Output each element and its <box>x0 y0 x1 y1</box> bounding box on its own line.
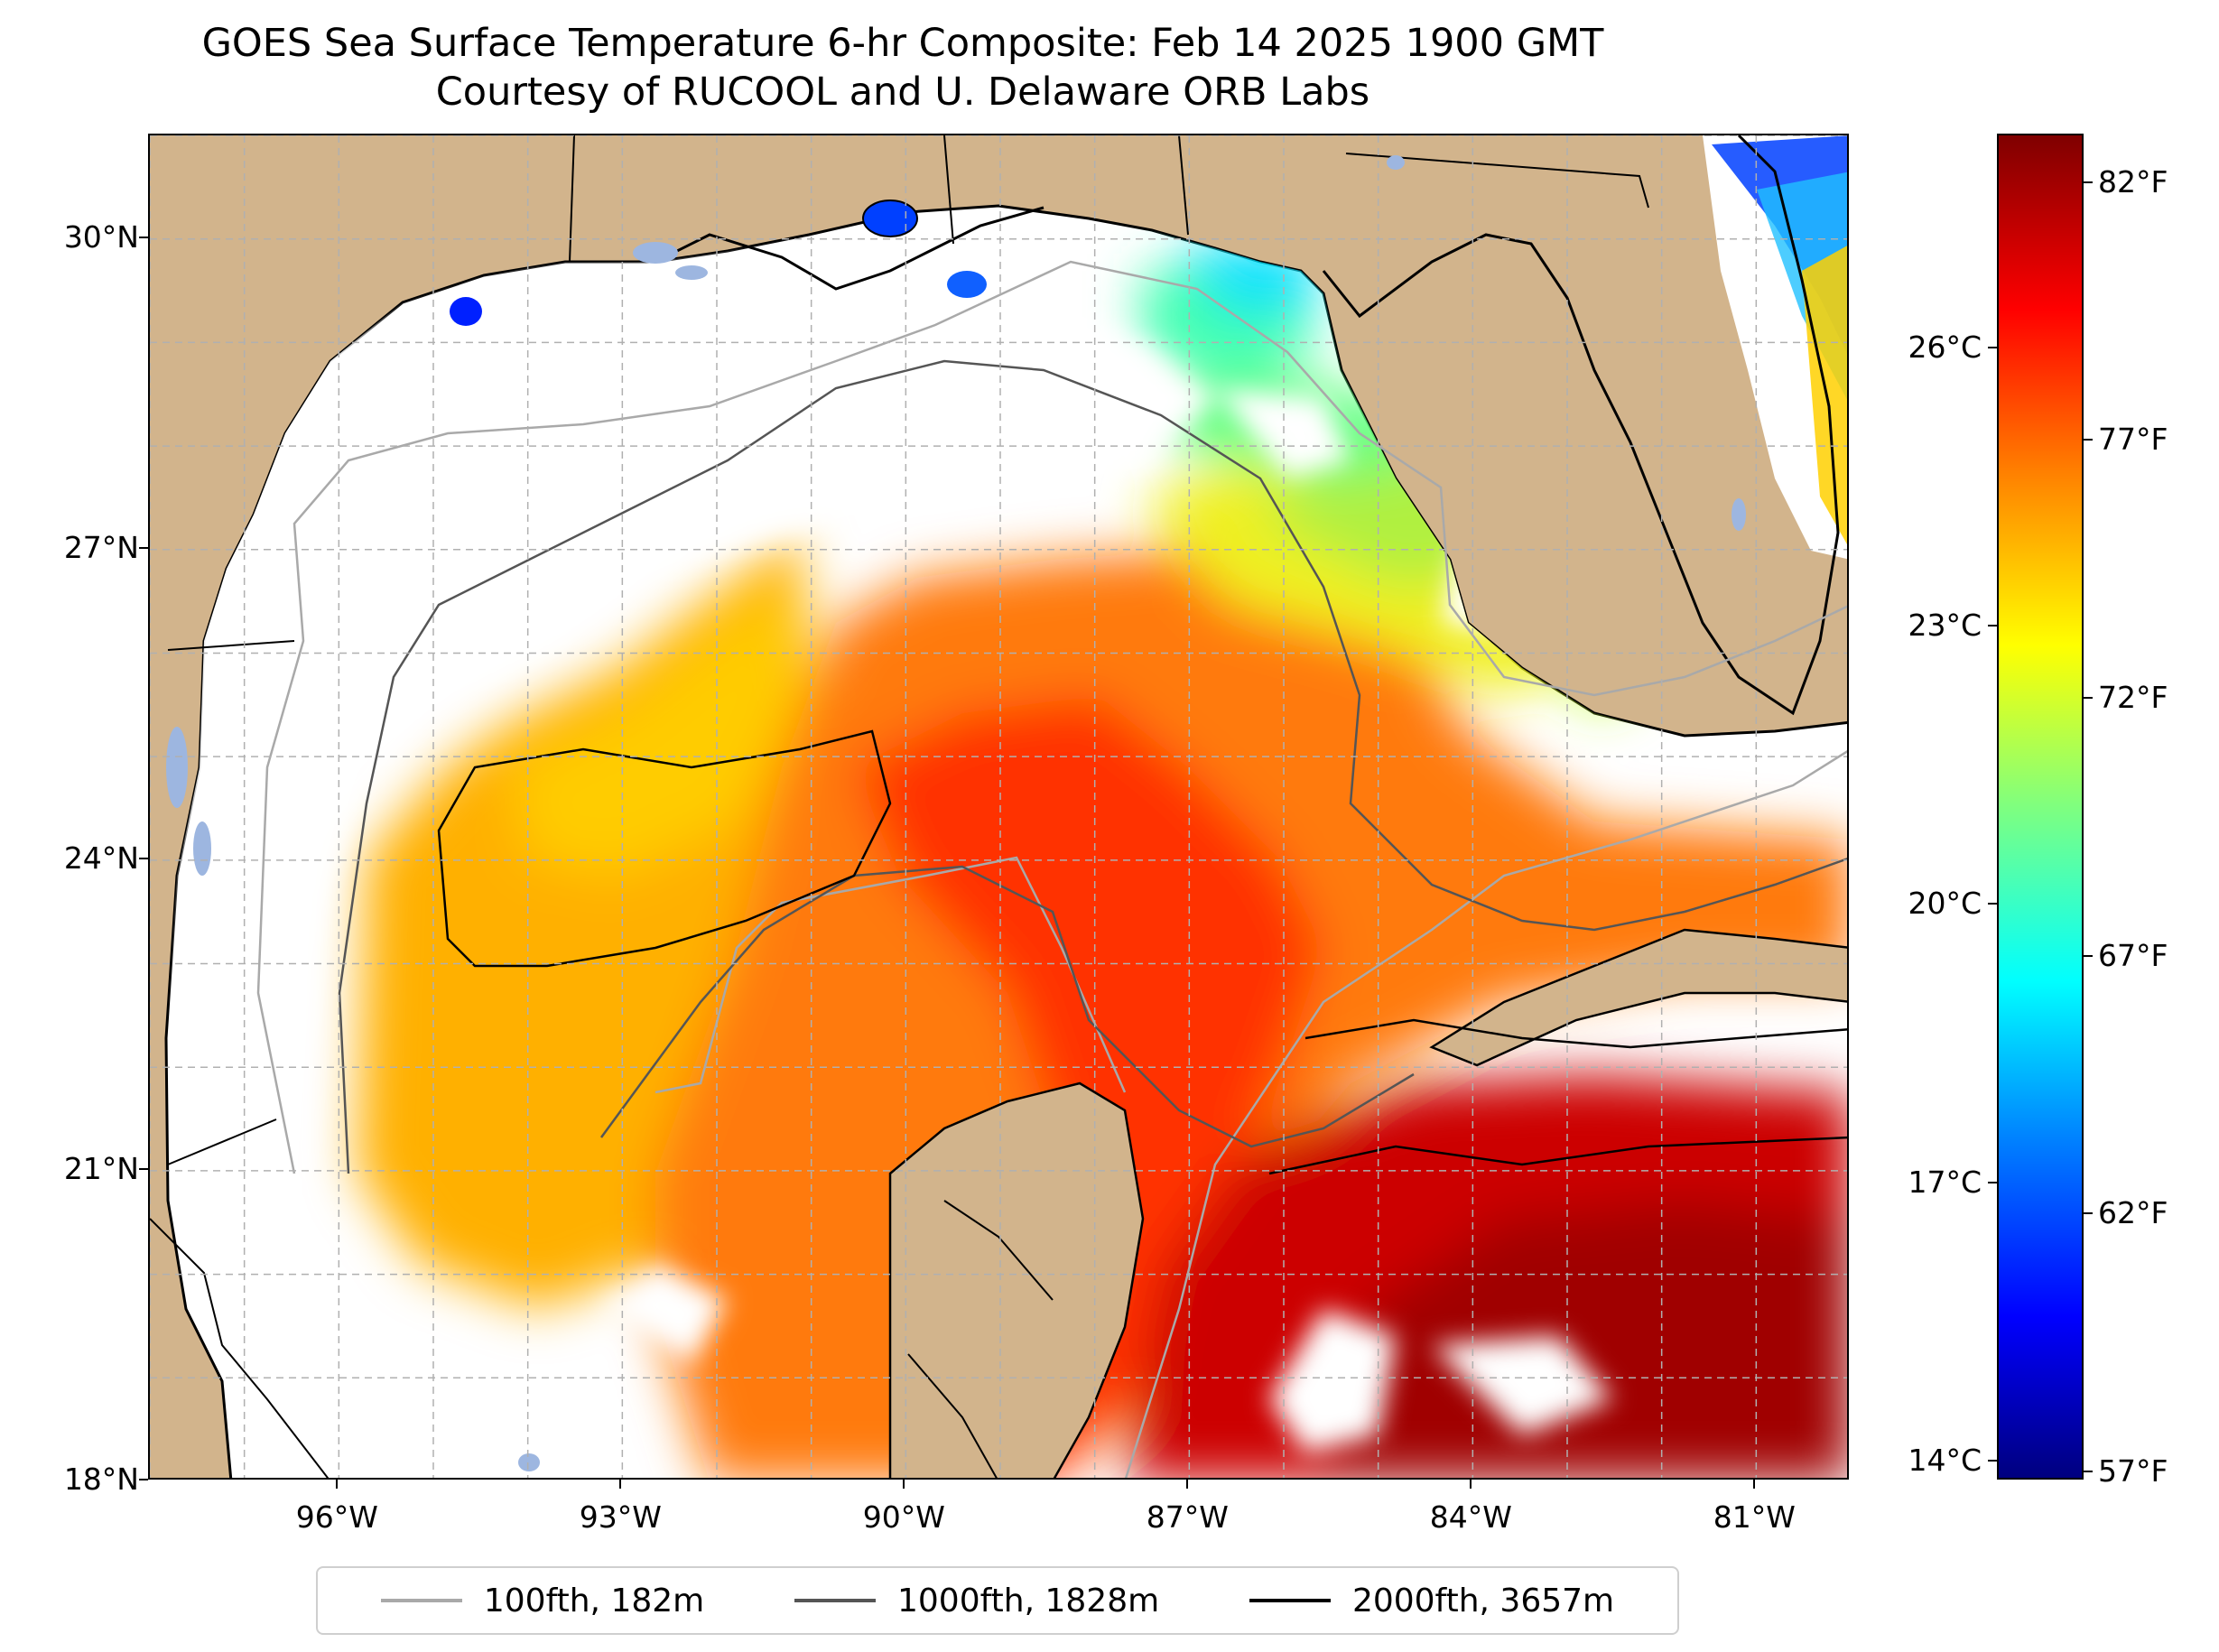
latitude-tick-label: 30°N <box>63 218 139 255</box>
colorbar-fahrenheit-tick-label: 82°F <box>2098 163 2168 200</box>
lake-pontchartrain <box>862 200 918 237</box>
colorbar-fahrenheit-tick-mark <box>2084 439 2093 441</box>
latitude-tick-label: 24°N <box>63 840 139 876</box>
colorbar-fahrenheit-tick-label: 67°F <box>2098 937 2168 973</box>
legend-swatch-2000fth <box>1249 1599 1331 1602</box>
contour-legend: 100fth, 182m 1000fth, 1828m 2000fth, 365… <box>316 1566 1679 1635</box>
colorbar <box>1997 134 2084 1480</box>
colorbar-fahrenheit-tick-label: 57°F <box>2098 1452 2168 1489</box>
latitude-tick-mark <box>139 236 148 238</box>
colorbar-fahrenheit-tick-mark <box>2084 1212 2093 1215</box>
colorbar-fahrenheit-tick-mark <box>2084 1470 2093 1472</box>
latitude-tick-mark <box>139 1479 148 1480</box>
latitude-tick-mark <box>139 546 148 549</box>
colorbar-fahrenheit-tick-mark <box>2084 181 2093 183</box>
sst-map <box>148 134 1849 1480</box>
colorbar-celsius-tick-mark <box>1988 1460 1997 1462</box>
gridlines <box>150 135 1847 1478</box>
longitude-tick-mark <box>336 1480 339 1489</box>
legend-item-100fth: 100fth, 182m <box>380 1582 705 1620</box>
colorbar-celsius-tick-mark <box>1988 903 1997 905</box>
latitude-tick-label: 18°N <box>63 1462 139 1497</box>
longitude-tick-label: 96°W <box>295 1499 378 1535</box>
colorbar-celsius-tick-mark <box>1988 1181 1997 1183</box>
longitude-tick-label: 84°W <box>1429 1499 1512 1535</box>
longitude-tick-label: 93°W <box>579 1499 662 1535</box>
longitude-tick-label: 90°W <box>862 1499 945 1535</box>
chart-subtitle: Courtesy of RUCOOL and U. Delaware ORB L… <box>435 70 1370 115</box>
latitude-tick-mark <box>139 857 148 859</box>
legend-label-100fth: 100fth, 182m <box>483 1582 705 1620</box>
legend-label-1000fth: 1000fth, 1828m <box>897 1582 1160 1620</box>
lakes <box>166 155 1746 1471</box>
chart-title: GOES Sea Surface Temperature 6-hr Compos… <box>201 21 1604 66</box>
mexico-borders <box>150 1200 1054 1478</box>
colorbar-celsius-tick-mark <box>1988 624 1997 626</box>
longitude-tick-label: 87°W <box>1146 1499 1229 1535</box>
bathymetry-contours <box>256 260 1847 1478</box>
colorbar-celsius-tick-label: 17°C <box>1908 1164 1982 1200</box>
legend-swatch-100fth <box>380 1599 462 1602</box>
colorbar-celsius-tick-mark <box>1988 346 1997 348</box>
latitude-tick-label: 27°N <box>63 529 139 565</box>
colorbar-fahrenheit-tick-label: 62°F <box>2098 1195 2168 1231</box>
legend-item-1000fth: 1000fth, 1828m <box>794 1582 1159 1620</box>
map-canvas <box>150 135 1847 1478</box>
longitude-tick-mark <box>1186 1480 1189 1489</box>
colorbar-celsius-tick-label: 14°C <box>1908 1443 1982 1479</box>
latitude-tick-label: 21°N <box>63 1150 139 1186</box>
state-borders <box>167 135 1649 1165</box>
colorbar-fahrenheit-tick-label: 72°F <box>2098 679 2168 715</box>
longitude-tick-mark <box>619 1480 622 1489</box>
colorbar-fahrenheit-tick-mark <box>2084 954 2093 957</box>
colorbar-fahrenheit-tick-label: 77°F <box>2098 422 2168 458</box>
colorbar-fahrenheit-tick-mark <box>2084 696 2093 699</box>
colorbar-celsius-tick-label: 23°C <box>1908 607 1982 643</box>
longitude-tick-label: 81°W <box>1713 1499 1796 1535</box>
legend-swatch-1000fth <box>794 1599 876 1602</box>
longitude-tick-mark <box>903 1480 905 1489</box>
colorbar-celsius-tick-label: 26°C <box>1908 329 1982 365</box>
longitude-tick-mark <box>1753 1480 1756 1489</box>
colorbar-celsius-tick-label: 20°C <box>1908 886 1982 922</box>
legend-item-2000fth: 2000fth, 3657m <box>1249 1582 1614 1620</box>
latitude-tick-mark <box>139 1167 148 1170</box>
yucatan-peninsula <box>888 1081 1145 1478</box>
legend-label-2000fth: 2000fth, 3657m <box>1351 1582 1615 1620</box>
longitude-tick-mark <box>1470 1480 1472 1489</box>
